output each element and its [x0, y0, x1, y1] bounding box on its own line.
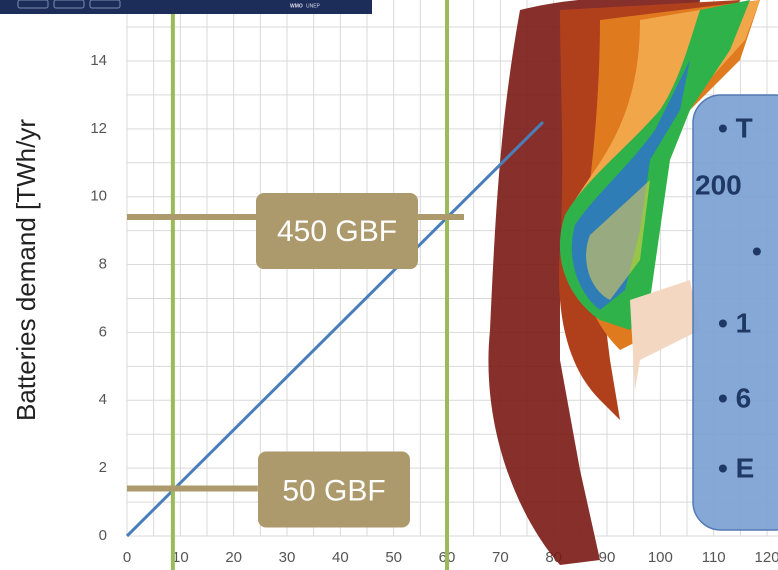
y-tick-label: 4: [99, 391, 107, 408]
x-tick-label: 100: [648, 549, 673, 566]
box-line: 200: [695, 169, 742, 200]
y-tick-label: 12: [90, 120, 107, 137]
x-tick-label: 90: [599, 549, 616, 566]
x-tick-label: 20: [225, 549, 242, 566]
x-tick-label: 120: [755, 549, 778, 566]
x-tick-label: 30: [279, 549, 296, 566]
x-tick-label: 50: [385, 549, 402, 566]
box-line: • 1: [718, 307, 751, 338]
text-box: • T 200 • • 1 • 6 • E: [693, 95, 778, 530]
slide: 024681012140102030405060708090100110120 …: [0, 0, 778, 570]
x-tick-label: 110: [702, 549, 726, 566]
box-line: •: [752, 235, 762, 266]
y-tick-label: 14: [90, 52, 107, 69]
y-tick-label: 0: [99, 527, 107, 544]
annotation-label: 450 GBF: [277, 215, 397, 248]
y-axis-label: Batteries demand [TWh/yr: [11, 119, 41, 421]
box-line: • 6: [718, 382, 751, 413]
y-tick-label: 8: [99, 256, 107, 273]
box-line: • T: [718, 112, 753, 143]
x-tick-label: 70: [492, 549, 509, 566]
y-tick-label: 10: [90, 188, 107, 205]
box-line: • E: [718, 452, 754, 483]
banner-label: UNEP: [306, 3, 321, 9]
banner-image: WMO UNEP: [0, 0, 372, 14]
banner-label: WMO: [290, 3, 303, 9]
y-tick-label: 6: [99, 323, 107, 340]
annotation-label: 50 GBF: [282, 474, 385, 507]
x-tick-label: 0: [123, 549, 131, 566]
x-tick-label: 40: [332, 549, 349, 566]
y-tick-label: 2: [99, 459, 107, 476]
